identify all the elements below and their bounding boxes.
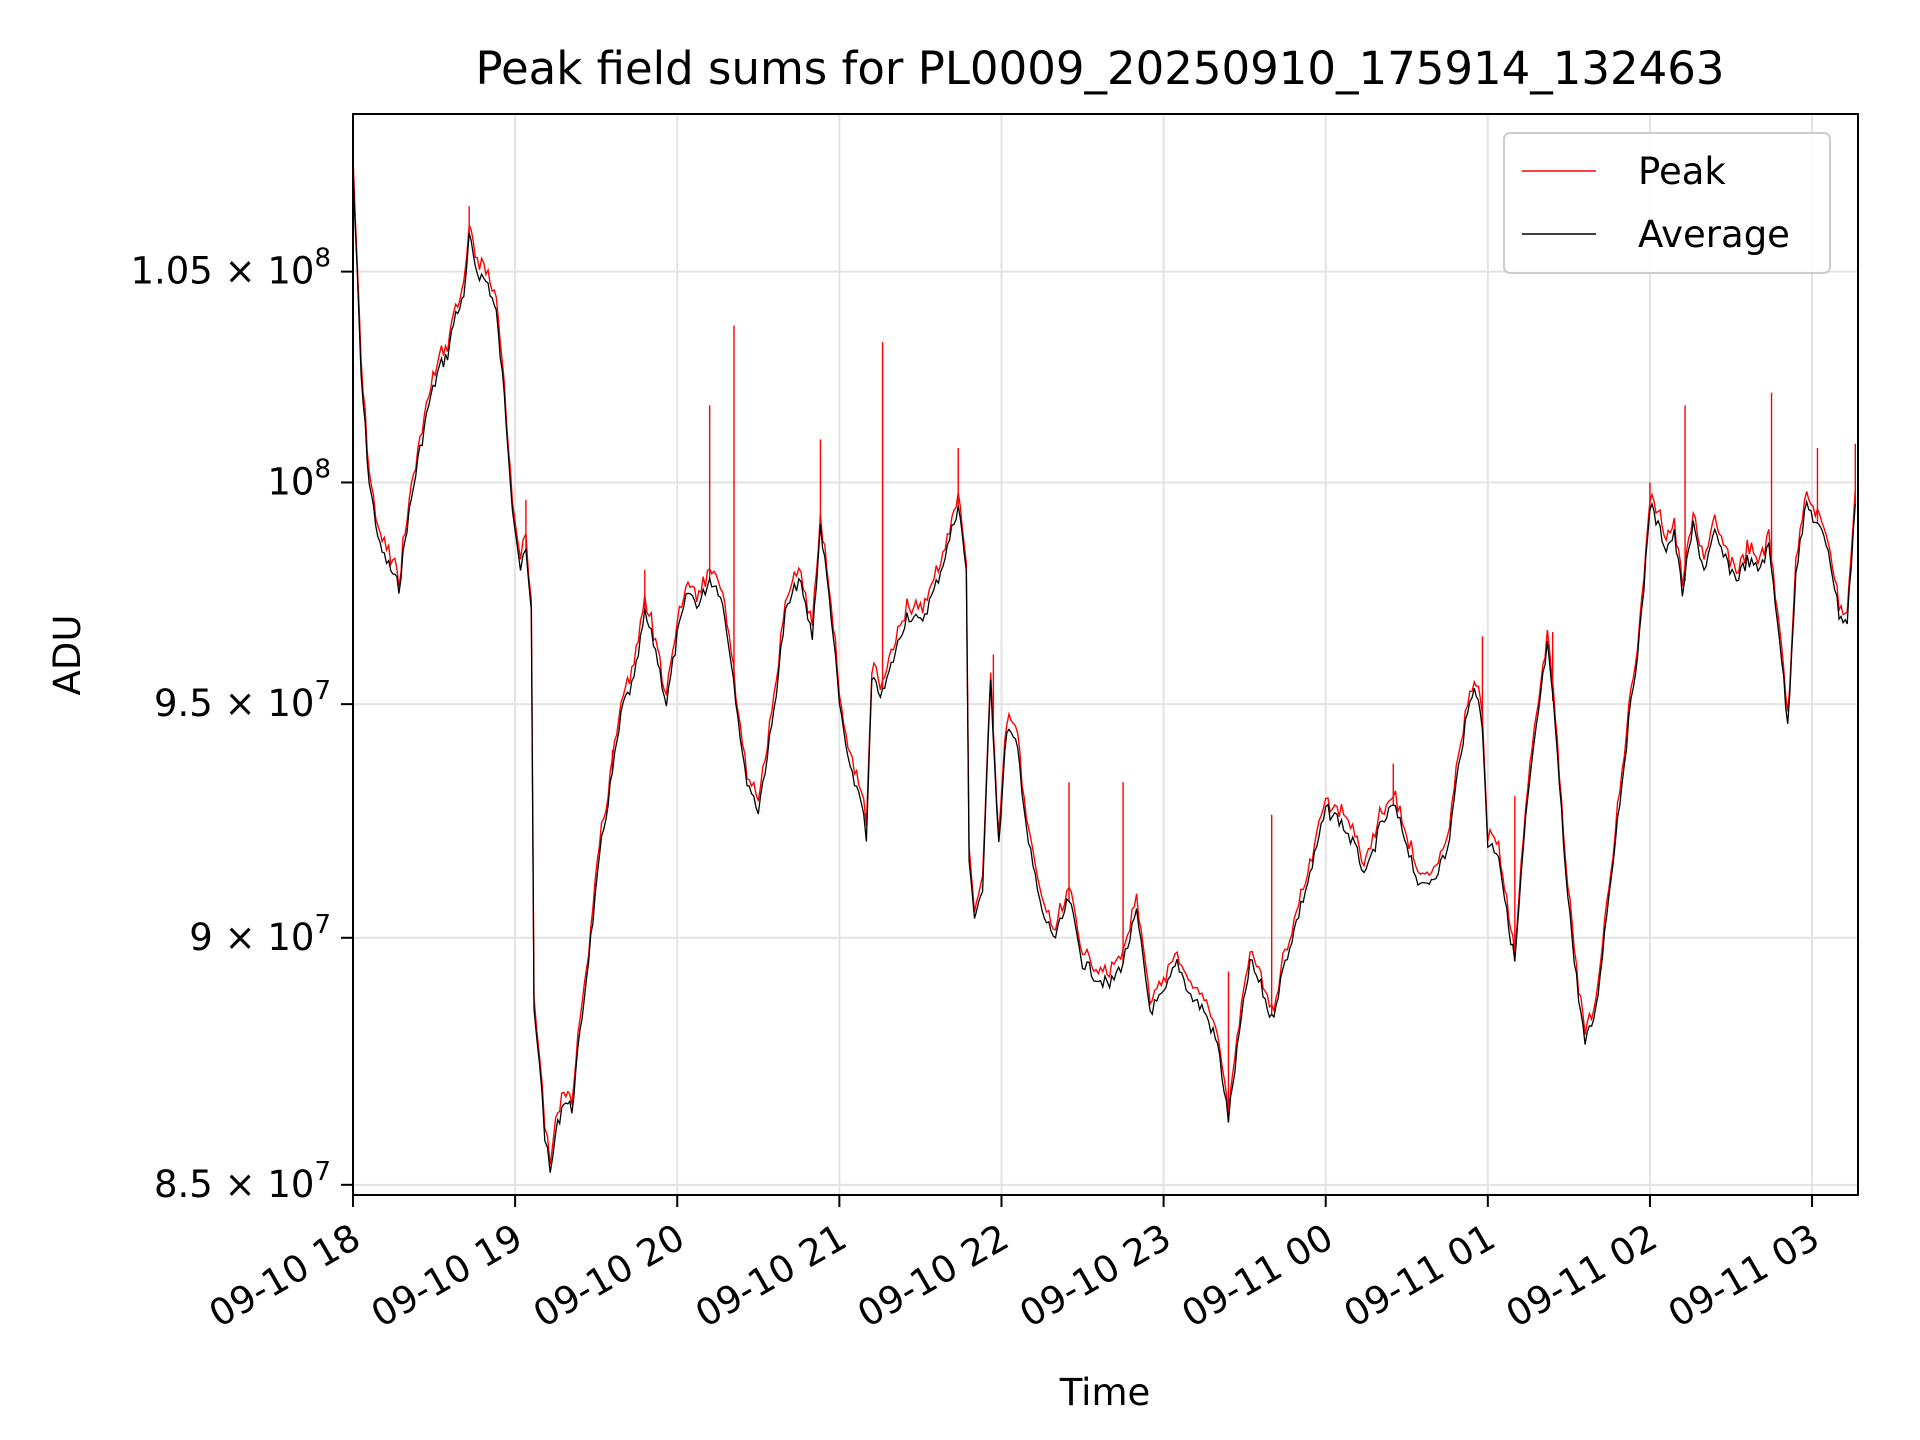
legend-label: Peak (1638, 150, 1726, 193)
legend[interactable]: Peak Average (1503, 132, 1831, 274)
y-axis: 8.5 × 107 9 × 107 9.5 × 107 108 1.05 × 108 (130, 244, 353, 1206)
y-tick-label: 9.5 × 107 (154, 676, 331, 725)
legend-label: Average (1638, 213, 1790, 256)
grid (352, 114, 1858, 1195)
series-line-peak (352, 156, 1856, 1165)
y-tick-label: 9 × 107 (189, 910, 331, 959)
y-tick-label: 108 (267, 454, 331, 503)
y-axis-label: ADU (46, 615, 89, 696)
plot-frame (352, 113, 1859, 1196)
x-axis-label: Time (1059, 1371, 1151, 1414)
chart-title: Peak field sums for PL0009_20250910_1759… (475, 42, 1724, 95)
legend-box (1503, 132, 1831, 274)
plot-lines (352, 117, 1856, 1173)
y-tick-label: 8.5 × 107 (154, 1157, 331, 1206)
y-tick-label: 1.05 × 108 (130, 244, 331, 293)
series-line-average (352, 169, 1856, 1173)
